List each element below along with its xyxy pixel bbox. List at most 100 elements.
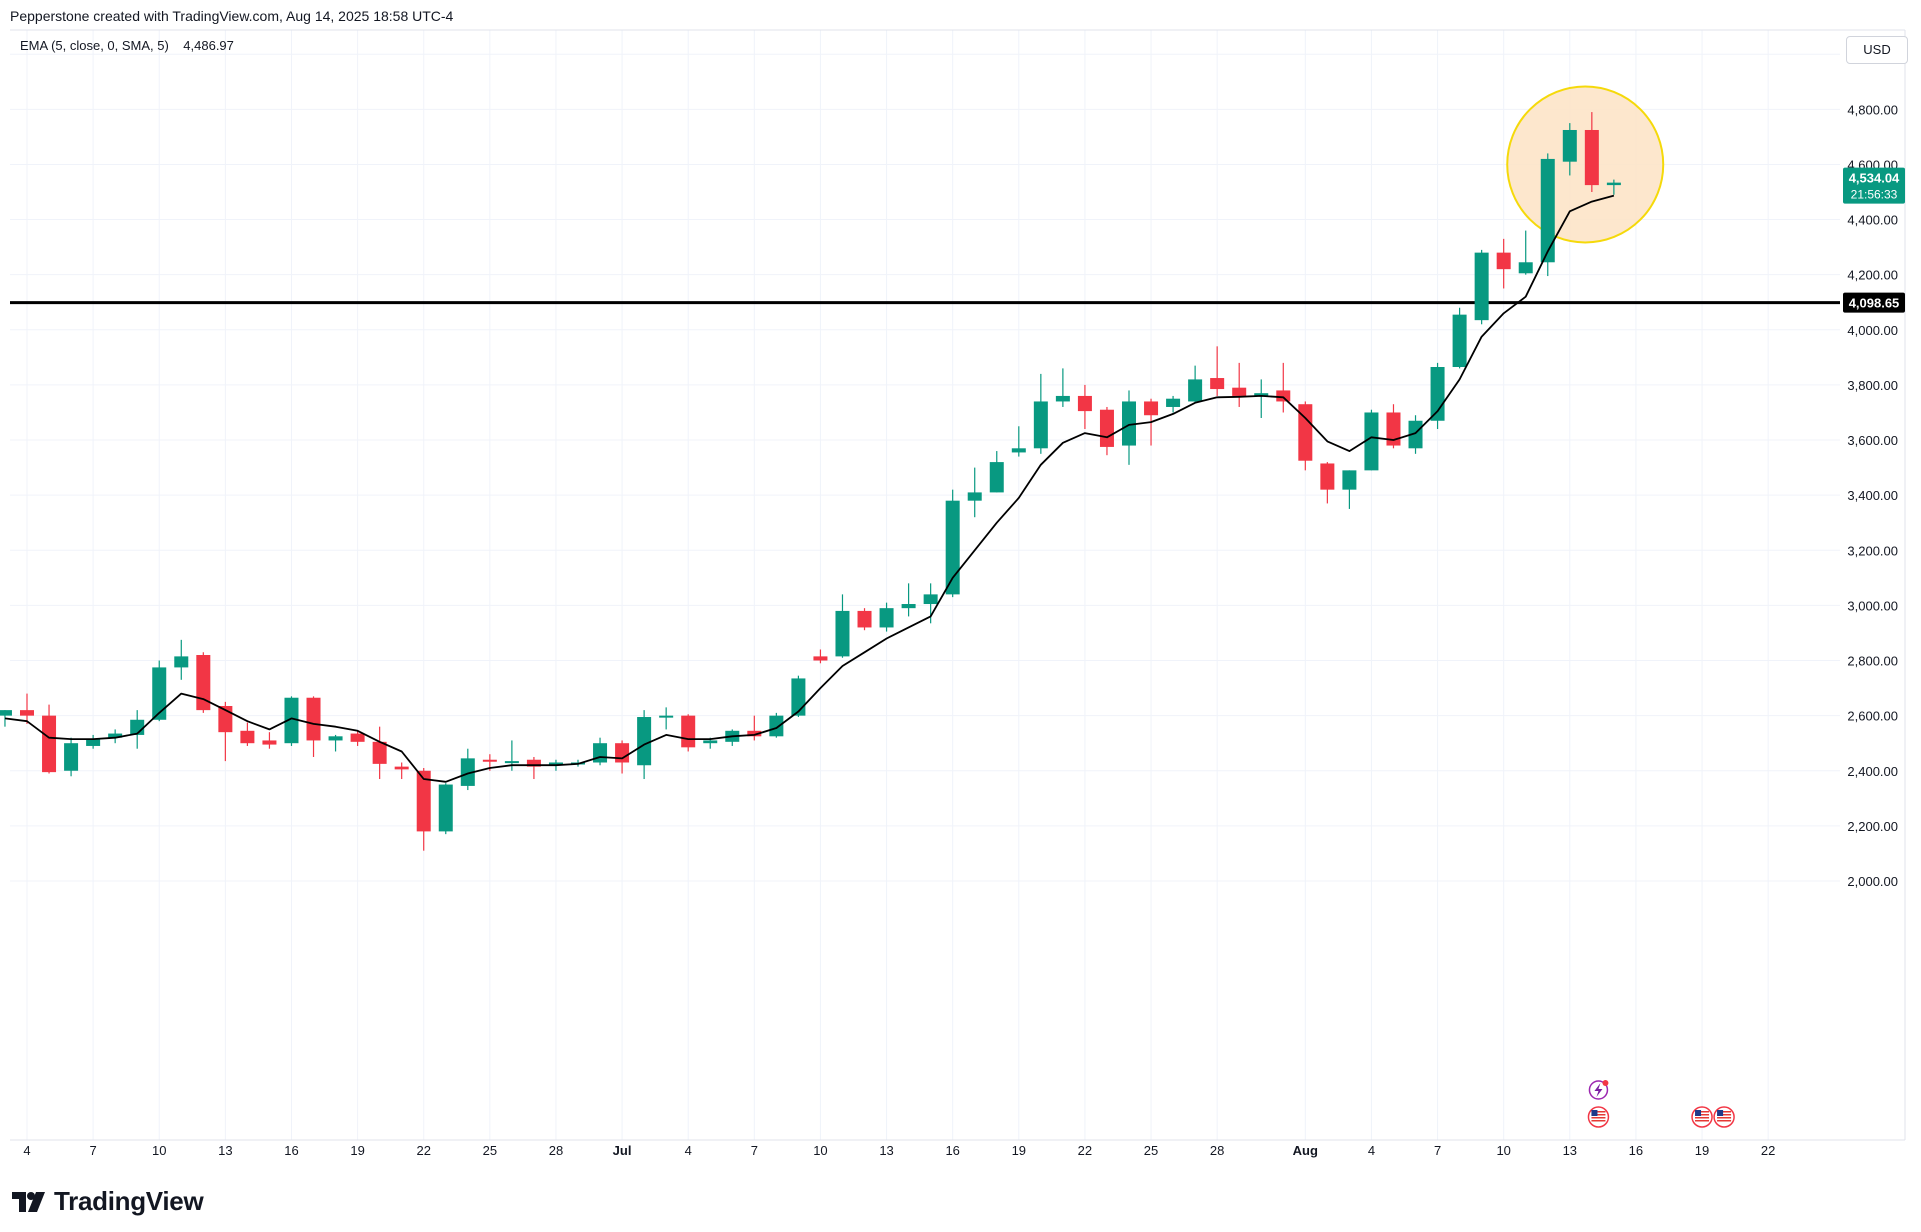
price-axis-tick: 3,600.00 xyxy=(1847,433,1898,448)
candle-up[interactable] xyxy=(1518,230,1533,275)
candle-up[interactable] xyxy=(284,696,299,746)
candle-down[interactable] xyxy=(20,693,34,724)
currency-button[interactable]: USD xyxy=(1846,36,1908,64)
candle-body xyxy=(1033,401,1048,449)
candle-down[interactable] xyxy=(240,722,255,746)
candle-down[interactable] xyxy=(306,696,321,757)
candle-down[interactable] xyxy=(747,715,762,741)
candle-up[interactable] xyxy=(64,737,79,777)
candle-down[interactable] xyxy=(196,652,211,713)
candle-up[interactable] xyxy=(879,602,894,632)
candle-down[interactable] xyxy=(1232,362,1247,407)
price-axis-tick: 2,000.00 xyxy=(1847,874,1898,889)
candle-down[interactable] xyxy=(1584,112,1599,192)
candle-body xyxy=(548,762,563,766)
candle-up[interactable] xyxy=(1562,123,1577,176)
candle-up[interactable] xyxy=(1122,390,1136,465)
candle-up[interactable] xyxy=(1474,249,1489,325)
candle-up[interactable] xyxy=(438,783,453,835)
candle-body xyxy=(1055,395,1070,402)
ema-layer xyxy=(4,194,1615,783)
candle-down[interactable] xyxy=(1320,462,1335,504)
lightning-event-icon[interactable] xyxy=(1588,1080,1609,1100)
candle-up[interactable] xyxy=(86,734,101,749)
candle-up[interactable] xyxy=(1408,415,1423,454)
ema-line[interactable] xyxy=(4,194,1615,783)
candle-up[interactable] xyxy=(328,734,343,752)
us-flag-event-icon[interactable] xyxy=(1713,1106,1735,1128)
candle-body xyxy=(240,730,255,744)
flag-stripe xyxy=(1695,1117,1710,1119)
candle-up[interactable] xyxy=(1606,179,1621,195)
candle-body xyxy=(967,492,982,501)
candle-down[interactable] xyxy=(262,732,277,749)
candle-up[interactable] xyxy=(1364,409,1379,471)
candle-up[interactable] xyxy=(1188,365,1203,403)
time-axis-tick: 28 xyxy=(549,1143,563,1158)
candle-down[interactable] xyxy=(813,649,828,664)
flag-stripe xyxy=(1717,1114,1732,1116)
candle-down[interactable] xyxy=(42,704,57,774)
candle-up[interactable] xyxy=(152,660,167,722)
candle-body xyxy=(1232,387,1247,396)
us-flag-event-icon[interactable] xyxy=(1587,1106,1610,1128)
candle-body xyxy=(152,667,167,720)
candle-up[interactable] xyxy=(1011,426,1026,457)
candle-up[interactable] xyxy=(1166,395,1181,413)
candle-up[interactable] xyxy=(659,707,674,730)
time-axis-tick: 13 xyxy=(879,1143,893,1158)
candle-body xyxy=(1210,378,1225,390)
candle-up[interactable] xyxy=(108,729,123,744)
time-axis-tick: 25 xyxy=(1144,1143,1158,1158)
candle-up[interactable] xyxy=(945,489,960,598)
chart-attribution: Pepperstone created with TradingView.com… xyxy=(10,8,454,24)
candle-up[interactable] xyxy=(835,594,850,658)
candle-up[interactable] xyxy=(174,639,189,680)
candle-up[interactable] xyxy=(593,737,608,766)
candle-up[interactable] xyxy=(1342,470,1357,509)
candle-down[interactable] xyxy=(615,740,630,774)
candle-down[interactable] xyxy=(1386,404,1401,449)
candle-down[interactable] xyxy=(350,730,365,746)
candle-up[interactable] xyxy=(989,451,1004,493)
candle-up[interactable] xyxy=(460,748,475,791)
candle-down[interactable] xyxy=(1099,406,1114,456)
tradingview-logo[interactable]: TradingView xyxy=(12,1186,204,1217)
candle-down[interactable] xyxy=(1077,384,1092,430)
time-axis[interactable]: 4 7 10 13 16 19 22 25 28 Jul 4 7 10 13 16 19 22 25 28 Aug 4 7… xyxy=(23,1143,1775,1158)
candle-up[interactable] xyxy=(0,710,12,727)
candle-down[interactable] xyxy=(416,768,431,851)
candle-body xyxy=(1298,404,1313,461)
candle-down[interactable] xyxy=(1496,238,1511,289)
support-price-tag: 4,098.65 xyxy=(1843,292,1905,313)
candle-up[interactable] xyxy=(1033,373,1048,454)
candle-up[interactable] xyxy=(1452,307,1467,369)
candle-down[interactable] xyxy=(681,714,696,752)
candle-down[interactable] xyxy=(1210,346,1225,396)
candle-up[interactable] xyxy=(967,467,982,518)
candle-down[interactable] xyxy=(857,608,872,631)
ema-legend[interactable]: EMA (5, close, 0, SMA, 5) 4,486.97 xyxy=(20,38,234,53)
candle-up[interactable] xyxy=(769,712,784,738)
flag-stripe xyxy=(1695,1111,1710,1113)
candle-up[interactable] xyxy=(901,583,916,617)
candle-up[interactable] xyxy=(1055,368,1070,407)
candle-up[interactable] xyxy=(1430,362,1445,430)
price-axis[interactable]: 2,000.00 2,200.00 2,400.00 2,600.00 2,800.00… xyxy=(1847,47,1898,889)
candle-up[interactable] xyxy=(791,675,806,718)
candle-body xyxy=(86,739,101,746)
candle-up[interactable] xyxy=(1540,153,1555,277)
candle-body xyxy=(1606,182,1621,186)
candle-down[interactable] xyxy=(1298,401,1313,471)
candle-down[interactable] xyxy=(526,756,541,780)
tradingview-logo-icon xyxy=(12,1191,45,1212)
us-flag-event-icon[interactable] xyxy=(1691,1106,1713,1128)
candle-down[interactable] xyxy=(394,762,409,780)
candle-down[interactable] xyxy=(372,726,387,780)
candle-down[interactable] xyxy=(1276,362,1291,413)
flag-stripe xyxy=(1717,1120,1732,1122)
candle-up[interactable] xyxy=(1254,379,1269,418)
candle-body xyxy=(703,740,718,744)
time-axis-tick: 22 xyxy=(1761,1143,1775,1158)
